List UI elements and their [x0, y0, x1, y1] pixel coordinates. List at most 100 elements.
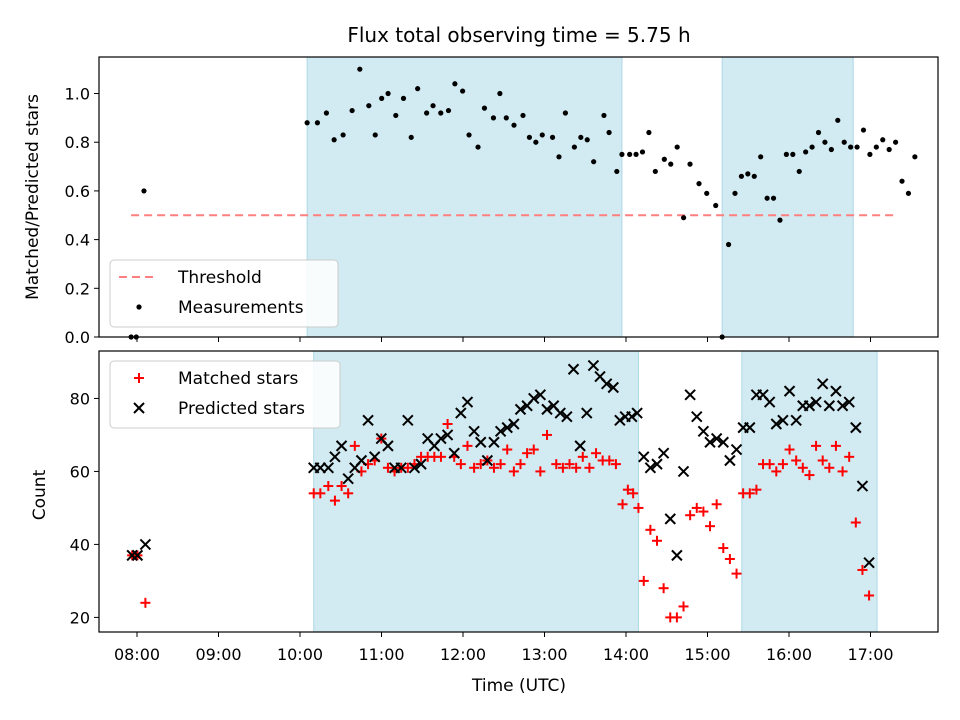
- dot-point-52: [661, 156, 667, 162]
- legend: Matched stars Predicted stars: [109, 360, 341, 429]
- dot-point-87: [893, 139, 899, 145]
- legend-x-swatch: [133, 402, 145, 414]
- dot-point-80: [848, 144, 854, 150]
- dot-point-61: [725, 241, 732, 248]
- x-point-19: [408, 462, 421, 474]
- dot-point-9: [349, 107, 355, 114]
- dot-point-37: [556, 154, 562, 160]
- x-point-76-b: [783, 385, 796, 397]
- x-point-3: [139, 538, 152, 551]
- x-point-40-b: [547, 400, 560, 412]
- x-point-75-b: [777, 414, 789, 427]
- x-point-84: [836, 400, 849, 412]
- dot-point-55: [681, 215, 687, 221]
- x-point-73: [763, 396, 776, 408]
- plus-point-39: [541, 429, 552, 440]
- x-point-33: [501, 421, 513, 434]
- plus-point-74: [771, 466, 782, 477]
- x-point-67-b: [724, 454, 736, 467]
- plus-point-51: [622, 484, 633, 495]
- plus-point-23: [435, 451, 446, 462]
- y-tick-label: 1.0: [65, 85, 90, 104]
- x-point-20: [415, 458, 427, 470]
- x-point-9: [342, 473, 354, 485]
- dot-point-47: [627, 151, 633, 157]
- x-tick-label: 14:00: [603, 645, 649, 664]
- x-tick-label: 10:00: [277, 645, 323, 664]
- x-point-64: [704, 436, 716, 448]
- x-point-65: [710, 432, 723, 445]
- plus-point-54: [638, 575, 649, 586]
- bottom-panel: 20 40 60 80 08:00 09:00 10:00 11:00 12:00 13:00 14…: [70, 350, 939, 664]
- x-point-54: [638, 451, 650, 463]
- x-point-87-b: [856, 480, 869, 492]
- dot-point-74: [809, 144, 815, 150]
- dot-point-15: [393, 112, 399, 119]
- x-point-19-b: [408, 462, 421, 474]
- dot-point-72: [796, 168, 802, 175]
- dot-point-26: [475, 144, 481, 150]
- x-point-61-b: [684, 389, 696, 401]
- x-point-28-b: [468, 425, 480, 437]
- x-point-70-b: [744, 421, 756, 434]
- x-point-9-b: [342, 473, 354, 485]
- x-tick-label: 15:00: [684, 645, 730, 664]
- y-tick-label: 60: [70, 462, 90, 481]
- plus-point-8: [336, 481, 347, 492]
- x-point-54-b: [638, 451, 650, 463]
- x-point-62: [691, 410, 703, 423]
- dot-point-62: [732, 190, 738, 196]
- dot-point-56: [687, 161, 693, 167]
- dot-point-76: [822, 139, 828, 145]
- top-y-axis-label: Matched/Predicted stars: [23, 94, 43, 300]
- dot-point-63: [738, 173, 745, 179]
- x-point-56: [651, 458, 663, 470]
- plus-point-56: [652, 535, 663, 546]
- plus-point-75: [777, 459, 788, 470]
- dot-point-85: [880, 137, 886, 143]
- series-measurements: [128, 66, 918, 340]
- x-point-88: [863, 556, 875, 569]
- x-point-39-b: [541, 403, 553, 416]
- x-point-2: [131, 549, 144, 562]
- x-point-29: [475, 436, 487, 448]
- x-point-81: [816, 378, 829, 390]
- plus-point-79: [804, 470, 815, 481]
- x-point-68: [730, 443, 743, 456]
- x-point-6-b: [322, 462, 335, 474]
- x-point-25-b: [448, 447, 460, 459]
- dot-point-71: [790, 151, 796, 157]
- x-point-24-b: [441, 429, 454, 441]
- x-tick-label: 13:00: [521, 645, 567, 664]
- x-point-80-b: [810, 396, 822, 408]
- x-point-12-b: [362, 414, 374, 427]
- x-point-82: [823, 400, 836, 412]
- legend-label: Predicted stars: [178, 399, 305, 419]
- top-panel: 0.0 0.2 0.4 0.6 0.8 1.0 Threshold Measurements: [65, 56, 939, 347]
- dot-point-40: [578, 134, 584, 140]
- x-axis-label: Time (UTC): [471, 676, 566, 696]
- x-point-49-b: [607, 381, 619, 394]
- dot-point-67: [764, 195, 770, 201]
- dot-point-45: [614, 168, 620, 175]
- x-point-79-b: [803, 400, 816, 412]
- legend-label: Measurements: [178, 298, 304, 318]
- x-tick-label: 16:00: [766, 645, 812, 664]
- dot-point-50: [646, 129, 652, 136]
- dot-point-51: [652, 168, 658, 175]
- plus-point-43: [571, 462, 582, 473]
- plus-point-32: [495, 459, 506, 470]
- x-point-33-b: [501, 421, 513, 434]
- plus-point-42: [564, 459, 575, 470]
- plus-point-76: [784, 444, 795, 455]
- x-point-48-b: [600, 378, 613, 390]
- dot-point-16: [400, 95, 407, 101]
- x-point-18: [402, 414, 414, 427]
- dot-point-53: [668, 161, 674, 167]
- dot-point-27: [481, 105, 488, 111]
- plus-point-78: [797, 462, 808, 473]
- x-point-85: [843, 396, 855, 408]
- dot-point-25: [466, 132, 472, 138]
- dot-point-77: [828, 146, 834, 153]
- x-point-53: [631, 407, 643, 419]
